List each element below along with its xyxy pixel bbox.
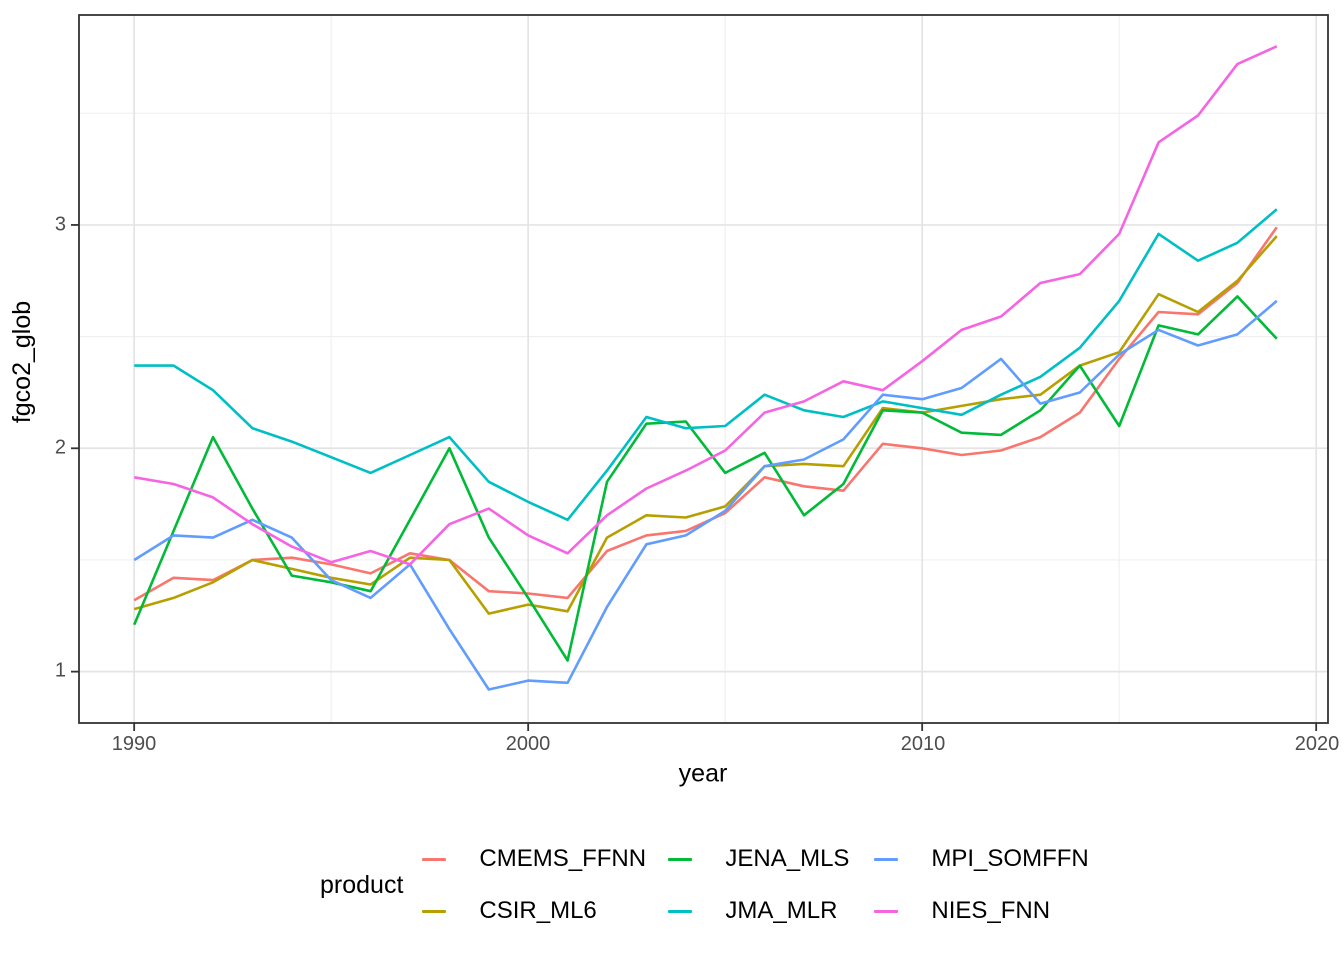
legend-item-jena-mls: JENA_MLS: [668, 844, 852, 874]
legend-key-line: [668, 857, 693, 861]
y-axis-title: fgco2_glob: [8, 300, 36, 424]
legend-item-cmems-ffnn: CMEMS_FFNN: [422, 844, 646, 874]
series-line-JENA_MLS: [133, 295, 1278, 662]
y-tick-label-2: 2: [54, 436, 66, 459]
series-line-MPI_SOMFFN: [133, 299, 1278, 691]
y-tick-label-1: 1: [54, 659, 66, 682]
legend-item-label: CSIR_ML6: [479, 897, 597, 924]
series-line-JMA_MLR: [134, 208, 1278, 522]
legend-key-line: [874, 909, 899, 913]
legend: product CMEMS_FFNN CSIR_ML6 JENA_MLS: [320, 843, 1089, 927]
legend-item-label: JMA_MLR: [725, 897, 838, 924]
series-line-CSIR_ML6: [133, 235, 1278, 615]
legend-key-line: [422, 909, 447, 913]
legend-item-label: CMEMS_FFNN: [479, 845, 647, 872]
legend-title: product: [320, 870, 404, 899]
legend-columns: CMEMS_FFNN CSIR_ML6 JENA_MLS JMA_MLR: [422, 844, 1089, 926]
series-line-NIES_FNN: [133, 45, 1278, 566]
legend-key-line: [874, 857, 899, 861]
legend-item-csir-ml6: CSIR_ML6: [422, 896, 646, 926]
legend-item-label: JENA_MLS: [725, 845, 850, 872]
legend-column-3: MPI_SOMFFN NIES_FNN: [874, 844, 1089, 926]
legend-item-label: NIES_FNN: [931, 897, 1051, 924]
x-tick-label-1990: 1990: [111, 733, 157, 755]
legend-key-line: [668, 909, 693, 913]
legend-column-2: JENA_MLS JMA_MLR: [668, 844, 852, 926]
panel-border: [78, 14, 1329, 724]
x-axis-title: year: [678, 759, 728, 788]
panel-background: [79, 15, 1328, 723]
y-tick-label-3: 3: [54, 213, 66, 236]
legend-item-label: MPI_SOMFFN: [931, 845, 1089, 872]
legend-column-1: CMEMS_FFNN CSIR_ML6: [422, 844, 646, 926]
x-tick-label-2010: 2010: [900, 733, 946, 755]
legend-key-line: [422, 857, 447, 861]
legend-item-jma-mlr: JMA_MLR: [668, 896, 852, 926]
legend-item-mpi-somffn: MPI_SOMFFN: [874, 844, 1089, 874]
x-tick-label-2020: 2020: [1294, 733, 1340, 755]
x-tick-label-2000: 2000: [505, 733, 551, 755]
legend-item-nies-fnn: NIES_FNN: [874, 896, 1088, 926]
